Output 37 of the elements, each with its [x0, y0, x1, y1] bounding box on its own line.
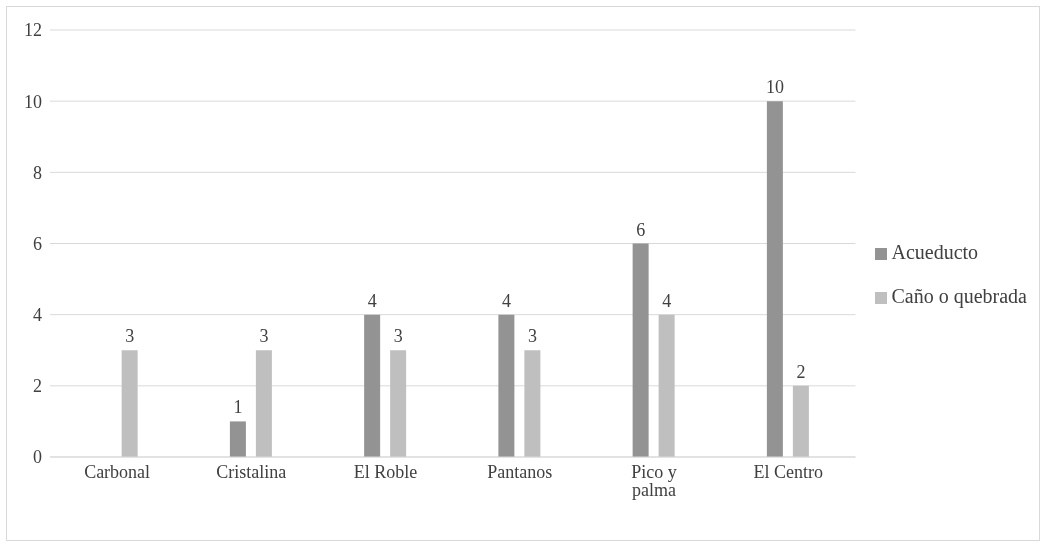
bar	[524, 350, 541, 457]
data-label: 4	[367, 290, 377, 311]
y-tick-label: 4	[33, 305, 42, 326]
y-tick-label: 10	[24, 91, 42, 112]
bar	[121, 350, 138, 457]
data-label: 3	[259, 326, 269, 347]
data-label: 10	[765, 77, 784, 98]
bar	[255, 350, 272, 457]
bar	[632, 243, 649, 457]
legend-label: Caño o quebrada	[891, 284, 1027, 307]
data-label: 1	[233, 397, 243, 418]
y-tick-label: 0	[33, 447, 42, 468]
data-label: 2	[796, 361, 806, 382]
x-tick-label: Pico y palma	[631, 461, 677, 500]
y-tick-label: 8	[33, 162, 42, 183]
legend-label: Acueducto	[891, 240, 979, 263]
x-tick-label: El Roble	[353, 461, 418, 482]
bar	[498, 314, 515, 457]
y-tick-label: 12	[24, 20, 42, 41]
bar	[766, 101, 783, 457]
data-label: 3	[393, 326, 403, 347]
bar	[390, 350, 407, 457]
bar	[364, 314, 381, 457]
data-label: 3	[125, 326, 135, 347]
x-tick-label: Cristalina	[216, 461, 287, 482]
data-label: 4	[501, 290, 511, 311]
data-label: 4	[662, 290, 672, 311]
x-tick-label: El Centro	[753, 461, 824, 482]
x-tick-label: Carbonal	[84, 461, 151, 482]
data-label: 6	[636, 219, 646, 240]
y-tick-label: 6	[33, 233, 42, 254]
y-tick-label: 2	[33, 376, 42, 397]
x-tick-label: Pantanos	[487, 461, 553, 482]
bar	[229, 421, 246, 457]
bar	[792, 385, 809, 457]
bar	[658, 314, 675, 457]
data-label: 3	[527, 326, 537, 347]
